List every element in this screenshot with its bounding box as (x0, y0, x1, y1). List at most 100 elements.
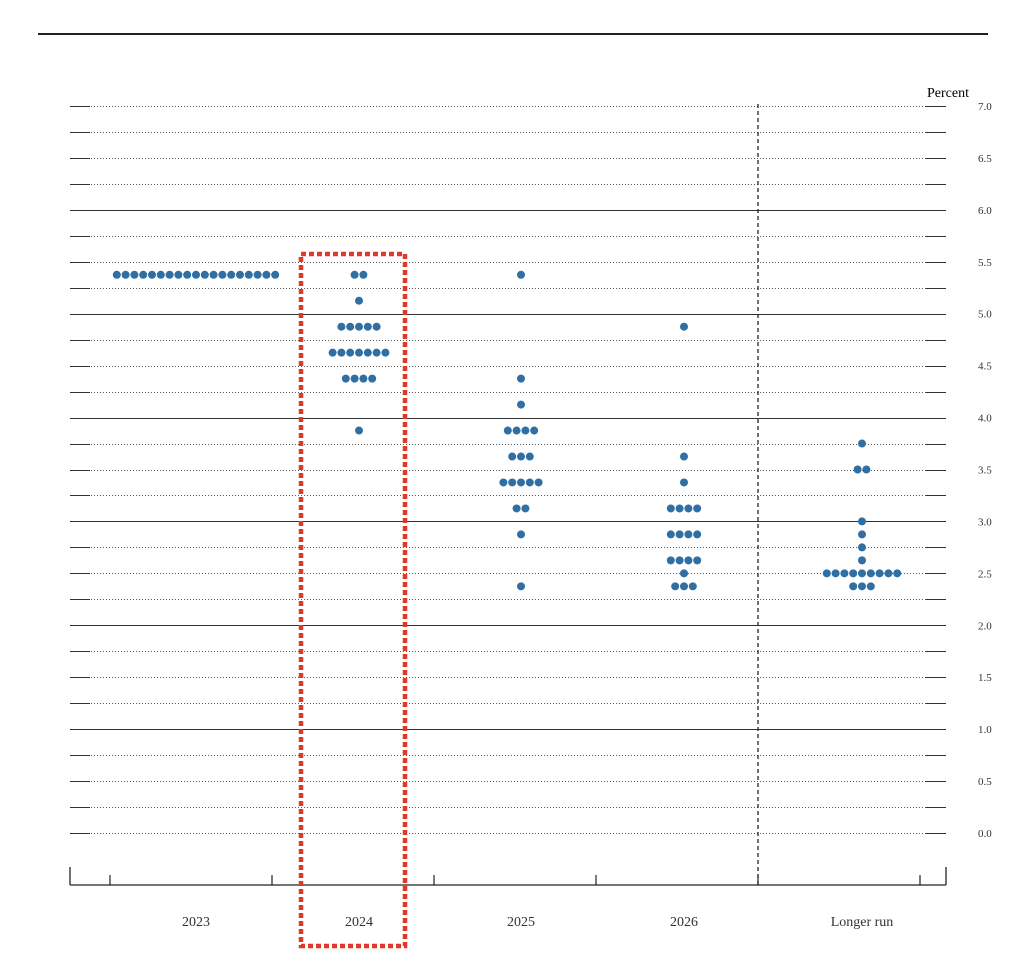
dot (503, 426, 512, 435)
y-tick-label: 0.5 (978, 776, 992, 788)
dot (218, 270, 227, 279)
dot (858, 582, 866, 591)
y-axis-ticks: 0.0 0.5 1.0 1.5 2.0 2.5 3.0 3.5 4.0 4.5 5.0 5.5 6.0 6… (978, 101, 992, 840)
dot (341, 374, 350, 383)
y-tick-label: 1.0 (978, 724, 992, 736)
dot (517, 582, 525, 591)
dot (130, 270, 139, 279)
dot (884, 569, 893, 578)
dot (112, 270, 121, 279)
dot (337, 348, 346, 357)
dot (355, 348, 363, 357)
y-tick-label: 4.0 (978, 413, 992, 425)
dot (517, 374, 525, 383)
dot (148, 270, 156, 279)
dot (822, 569, 831, 578)
dot (534, 478, 543, 487)
y-tick-label: 7.0 (978, 101, 992, 113)
dot (359, 270, 368, 279)
y-tick-label: 6.0 (978, 205, 992, 217)
x-category-label: 2025 (507, 915, 535, 930)
dot (688, 582, 697, 591)
dot (517, 478, 525, 487)
dot (684, 504, 693, 513)
dot (680, 452, 688, 461)
dot (521, 504, 530, 513)
x-category-label: 2024 (345, 915, 373, 930)
dot (858, 543, 866, 552)
dot (359, 374, 368, 383)
dot (675, 504, 684, 513)
dot (680, 569, 688, 578)
dot (849, 582, 858, 591)
y-tick-label: 0.0 (978, 828, 992, 840)
dot (350, 270, 359, 279)
dot (346, 348, 355, 357)
dot (517, 270, 525, 279)
dot (671, 582, 680, 591)
highlight-box-2024 (298, 251, 408, 949)
dot (684, 556, 693, 565)
y-tick-label: 3.5 (978, 465, 992, 477)
dot (525, 478, 534, 487)
dot (355, 296, 363, 305)
dot (521, 426, 530, 435)
dot (499, 478, 508, 487)
dot (512, 504, 521, 513)
dot (350, 374, 359, 383)
dot (236, 270, 244, 279)
dot (517, 400, 525, 409)
dot (675, 530, 684, 539)
dot (328, 348, 337, 357)
dot (858, 556, 866, 565)
x-category-label: 2023 (182, 915, 210, 930)
x-axis-category-labels: 2023 2024 2025 2026 Longer run (182, 915, 893, 930)
grid-lines (70, 106, 946, 834)
dot (675, 556, 684, 565)
dot (508, 478, 517, 487)
dot (693, 556, 702, 565)
dot (858, 439, 866, 448)
dot (893, 569, 902, 578)
y-axis-unit-label: Percent (927, 86, 969, 101)
dot (840, 569, 849, 578)
dot (517, 530, 525, 539)
x-category-label: 2026 (670, 915, 698, 930)
dot (862, 465, 871, 474)
dot (262, 270, 271, 279)
dot (346, 322, 355, 331)
dot (363, 348, 372, 357)
dot (858, 569, 866, 578)
dot (849, 569, 858, 578)
dot (209, 270, 218, 279)
dot (666, 556, 675, 565)
dot (227, 270, 236, 279)
dot (183, 270, 192, 279)
dot (174, 270, 183, 279)
dot (165, 270, 174, 279)
dot (244, 270, 253, 279)
y-tick-label: 2.0 (978, 620, 992, 632)
dot (858, 530, 866, 539)
y-tick-label: 2.5 (978, 568, 992, 580)
dot (355, 426, 363, 435)
dot (693, 530, 702, 539)
dot (853, 465, 862, 474)
dot (525, 452, 534, 461)
dot (693, 504, 702, 513)
dot (368, 374, 377, 383)
dot (200, 270, 209, 279)
dot (363, 322, 372, 331)
dots (112, 270, 902, 591)
dot (139, 270, 148, 279)
dot (381, 348, 390, 357)
dot (684, 530, 693, 539)
dot (875, 569, 884, 578)
dot (666, 504, 675, 513)
dot (512, 426, 521, 435)
dot (858, 517, 866, 526)
y-tick-label: 5.5 (978, 257, 992, 269)
dot (355, 322, 363, 331)
dot (271, 270, 280, 279)
